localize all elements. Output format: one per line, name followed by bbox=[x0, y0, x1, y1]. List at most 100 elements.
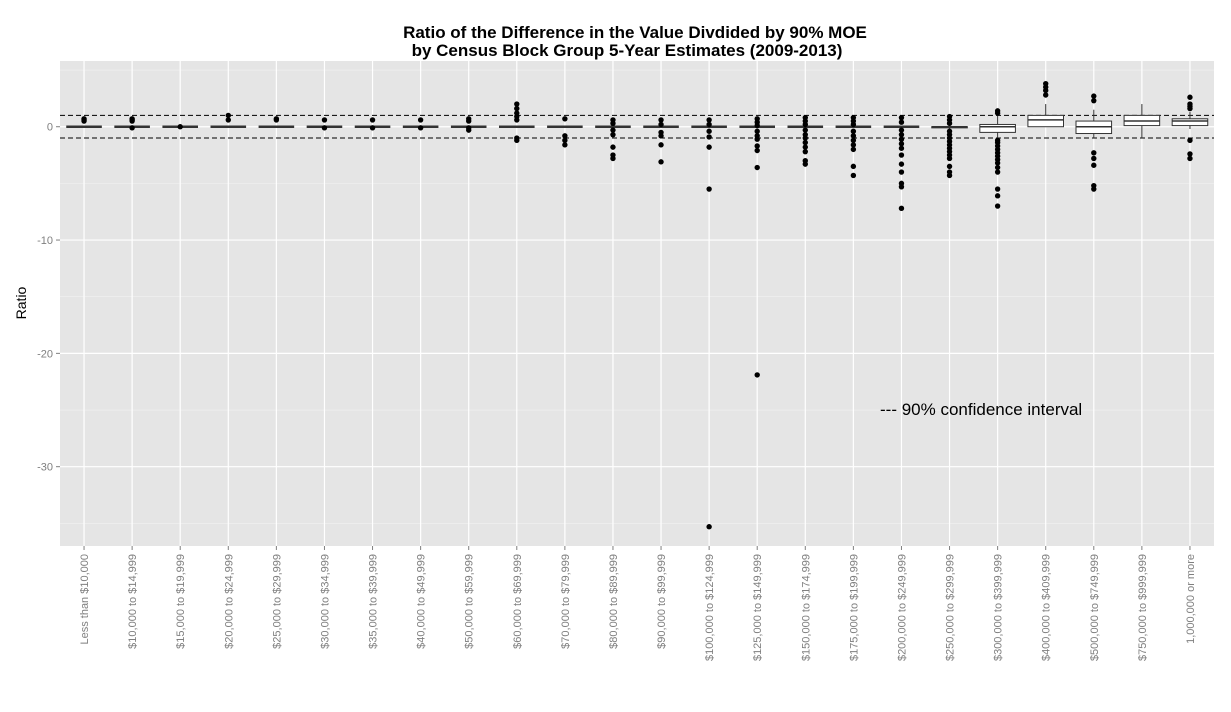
outlier-point bbox=[177, 124, 183, 130]
outlier-point bbox=[1187, 155, 1193, 162]
outlier-point bbox=[1091, 162, 1097, 168]
x-tick-label: $150,000 to $174,999 bbox=[800, 554, 812, 661]
outlier-point bbox=[754, 128, 760, 134]
outlier-point bbox=[417, 125, 424, 131]
chart-title: Ratio of the Difference in the Value Div… bbox=[403, 23, 867, 42]
outlier-point bbox=[562, 137, 568, 144]
chart-subtitle: by Census Block Group 5-Year Estimates (… bbox=[412, 41, 843, 60]
box-11 bbox=[547, 116, 583, 148]
outlier-point bbox=[994, 110, 1001, 116]
outlier-point bbox=[1187, 94, 1193, 100]
box-18 bbox=[883, 114, 920, 212]
outlier-point bbox=[850, 137, 857, 144]
box-3 bbox=[162, 124, 198, 130]
outlier-point bbox=[994, 160, 1001, 166]
outlier-point bbox=[706, 186, 712, 192]
x-tick-label: $250,000 to $299,999 bbox=[945, 554, 957, 661]
x-tick-label: $125,000 to $149,999 bbox=[752, 554, 764, 661]
outlier-point bbox=[754, 143, 760, 149]
grid-lines bbox=[60, 61, 1214, 546]
x-tick-label: $500,000 to $749,999 bbox=[1089, 554, 1101, 661]
outlier-point bbox=[514, 117, 520, 123]
outlier-point bbox=[706, 117, 712, 123]
outlier-point bbox=[610, 131, 616, 138]
box-7 bbox=[354, 117, 391, 131]
outlier-point bbox=[802, 121, 808, 128]
box-10 bbox=[499, 101, 535, 144]
outlier-point bbox=[850, 172, 857, 179]
outlier-point bbox=[946, 155, 953, 162]
outlier-point bbox=[1043, 92, 1049, 98]
outlier-point bbox=[1043, 87, 1049, 94]
box-9 bbox=[450, 116, 487, 133]
x-tick-label: $300,000 to $399,999 bbox=[993, 554, 1005, 661]
y-tick-labels: 0 -10 -20 -30 bbox=[37, 122, 60, 474]
x-tick-label: $50,000 to $59,999 bbox=[464, 554, 476, 649]
outlier-point bbox=[898, 127, 905, 133]
box-22 bbox=[1075, 93, 1113, 192]
outlier-point bbox=[1091, 155, 1097, 162]
outlier-point bbox=[754, 136, 760, 142]
outlier-point bbox=[610, 155, 616, 162]
y-tick-label: -10 bbox=[37, 235, 53, 247]
outlier-point bbox=[658, 142, 664, 148]
outlier-point bbox=[514, 137, 520, 144]
outlier-point bbox=[514, 101, 520, 107]
outlier-point bbox=[754, 372, 760, 378]
confidence-annotation: --- 90% confidence interval bbox=[880, 400, 1082, 419]
x-tick-label: Less than $10,000 bbox=[79, 554, 91, 645]
outlier-point bbox=[946, 172, 953, 179]
box-body bbox=[1027, 114, 1064, 128]
outlier-point bbox=[898, 141, 905, 147]
outlier-point bbox=[658, 117, 664, 123]
outlier-point bbox=[754, 122, 760, 129]
outlier-point bbox=[562, 133, 568, 139]
outlier-point bbox=[610, 127, 616, 133]
box-24 bbox=[1171, 94, 1209, 162]
outlier-point bbox=[706, 121, 712, 128]
outlier-point bbox=[898, 119, 905, 125]
outlier-point bbox=[850, 121, 857, 128]
outlier-point bbox=[1091, 186, 1097, 192]
outlier-point bbox=[898, 169, 905, 175]
x-tick-label: $70,000 to $79,999 bbox=[560, 554, 572, 649]
outlier-point bbox=[658, 133, 664, 139]
outlier-point bbox=[273, 117, 280, 123]
x-tick-label: 1,000,000 or more bbox=[1185, 554, 1197, 644]
outlier-point bbox=[898, 205, 905, 212]
x-tick-label: $90,000 to $99,999 bbox=[656, 554, 668, 649]
box-21 bbox=[1027, 80, 1064, 128]
outlier-point bbox=[562, 116, 568, 122]
outlier-point bbox=[802, 135, 808, 141]
outlier-point bbox=[129, 118, 135, 124]
x-tick-label: $10,000 to $14,999 bbox=[127, 554, 139, 649]
outlier-point bbox=[562, 142, 568, 148]
outlier-point bbox=[994, 203, 1001, 209]
box-14 bbox=[691, 117, 727, 530]
x-tick-label: $750,000 to $999,999 bbox=[1137, 554, 1149, 661]
x-tick-label: $200,000 to $249,999 bbox=[896, 554, 908, 661]
outlier-point bbox=[946, 120, 953, 127]
outlier-point bbox=[1091, 93, 1097, 99]
outlier-point bbox=[81, 116, 87, 122]
outlier-point bbox=[1187, 151, 1193, 157]
box-5 bbox=[258, 116, 295, 128]
outlier-point bbox=[802, 139, 808, 146]
x-tick-label: $60,000 to $69,999 bbox=[512, 554, 524, 649]
y-axis-label: Ratio bbox=[13, 286, 29, 319]
x-tick-label: $25,000 to $29,999 bbox=[271, 554, 283, 649]
box-15 bbox=[739, 116, 775, 378]
outlier-point bbox=[898, 136, 905, 142]
outlier-point bbox=[321, 125, 328, 131]
box-body bbox=[1171, 118, 1209, 127]
outlier-point bbox=[946, 163, 953, 170]
x-tick-labels: Less than $10,000 $10,000 to $14,999 $15,0… bbox=[79, 546, 1197, 661]
outlier-point bbox=[898, 131, 905, 138]
x-tick-label: $100,000 to $124,999 bbox=[704, 554, 716, 661]
outlier-point bbox=[802, 148, 808, 155]
outlier-point bbox=[514, 105, 520, 112]
x-tick-label: $30,000 to $34,999 bbox=[319, 554, 331, 649]
outlier-point bbox=[994, 164, 1001, 171]
outlier-point bbox=[466, 127, 472, 133]
